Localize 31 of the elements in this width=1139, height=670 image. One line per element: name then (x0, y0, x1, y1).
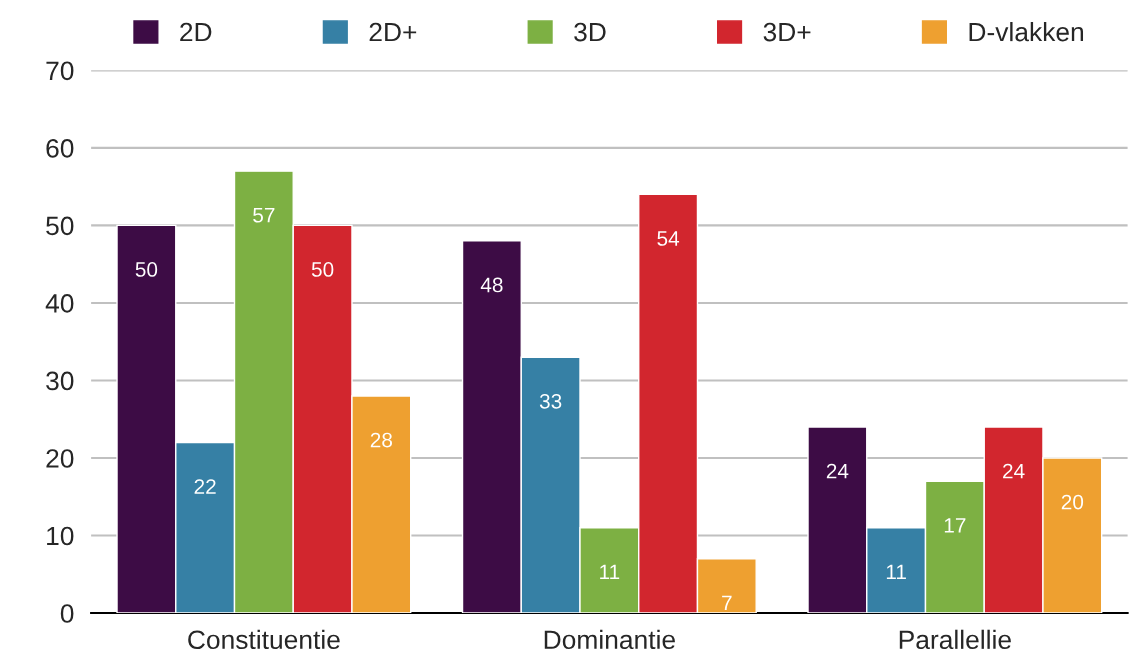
data-label: 48 (480, 277, 503, 293)
data-label: 20 (1061, 494, 1084, 510)
data-label: 22 (194, 479, 216, 494)
data-label: 50 (311, 262, 334, 277)
y-tick-label: 60 (46, 139, 74, 158)
y-tick-label: 20 (46, 449, 74, 468)
data-label: 24 (826, 463, 849, 479)
legend-label: 2D (180, 22, 212, 42)
data-label: 11 (600, 564, 620, 579)
legend-label: 3D+ (763, 22, 811, 42)
x-tick-label: Dominantie (544, 629, 675, 650)
data-label: 11 (886, 564, 906, 579)
x-tick-label: Constituentie (188, 629, 340, 650)
data-label: 7 (722, 595, 732, 611)
y-tick-label: 40 (45, 294, 74, 313)
data-label: 33 (539, 393, 562, 409)
y-tick-label: 0 (60, 604, 74, 623)
data-label: 57 (253, 208, 275, 223)
data-label: 17 (944, 518, 966, 533)
data-label: 50 (135, 262, 158, 277)
y-tick-label: 50 (46, 216, 74, 236)
y-tick-label: 30 (46, 371, 74, 391)
data-label: 54 (657, 231, 680, 246)
data-label: 24 (1003, 463, 1025, 479)
legend-label: 2D+ (369, 22, 417, 42)
data-label: 28 (370, 432, 393, 448)
y-tick-label: 10 (47, 526, 74, 546)
y-tick-label: 70 (46, 61, 74, 81)
legend-label: D-vlakken (969, 22, 1084, 42)
legend-label: 3D (574, 22, 606, 42)
x-tick-label: Parallellie (899, 629, 1011, 650)
